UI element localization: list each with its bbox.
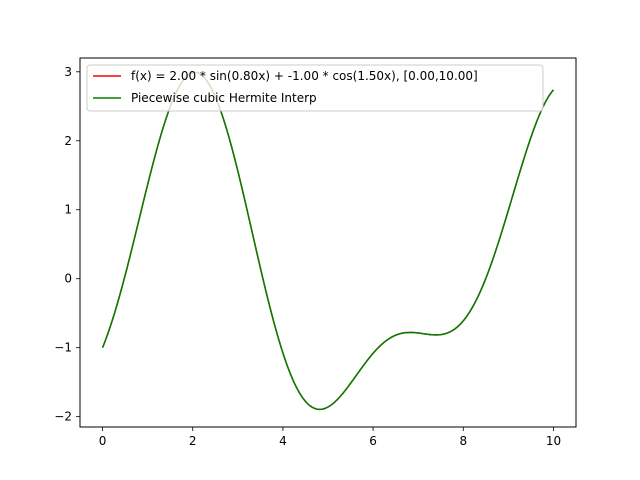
y-tick-label: 3 [64,65,72,79]
x-tick-label: 2 [189,434,197,448]
legend-label-series-1: Piecewise cubic Hermite Interp [131,91,317,105]
y-tick-label: 1 [64,203,72,217]
x-tick-label: 10 [546,434,561,448]
legend-frame [86,64,544,112]
x-tick-label: 6 [369,434,377,448]
x-tick-label: 0 [99,434,107,448]
x-axis: 0 2 4 6 8 10 [99,427,561,448]
y-tick-label: −2 [54,410,72,424]
plot-area [79,57,577,428]
axes-background [80,58,576,427]
y-axis: −2 −1 0 1 2 3 [54,65,80,424]
legend: f(x) = 2.00 * sin(0.80x) + -1.00 * cos(1… [86,64,544,112]
y-tick-label: 0 [64,272,72,286]
y-tick-label: −1 [54,341,72,355]
axes-frame [79,57,577,428]
x-tick-label: 8 [459,434,467,448]
x-tick-label: 4 [279,434,287,448]
legend-label-series-0: f(x) = 2.00 * sin(0.80x) + -1.00 * cos(1… [131,69,478,83]
y-tick-label: 2 [64,134,72,148]
